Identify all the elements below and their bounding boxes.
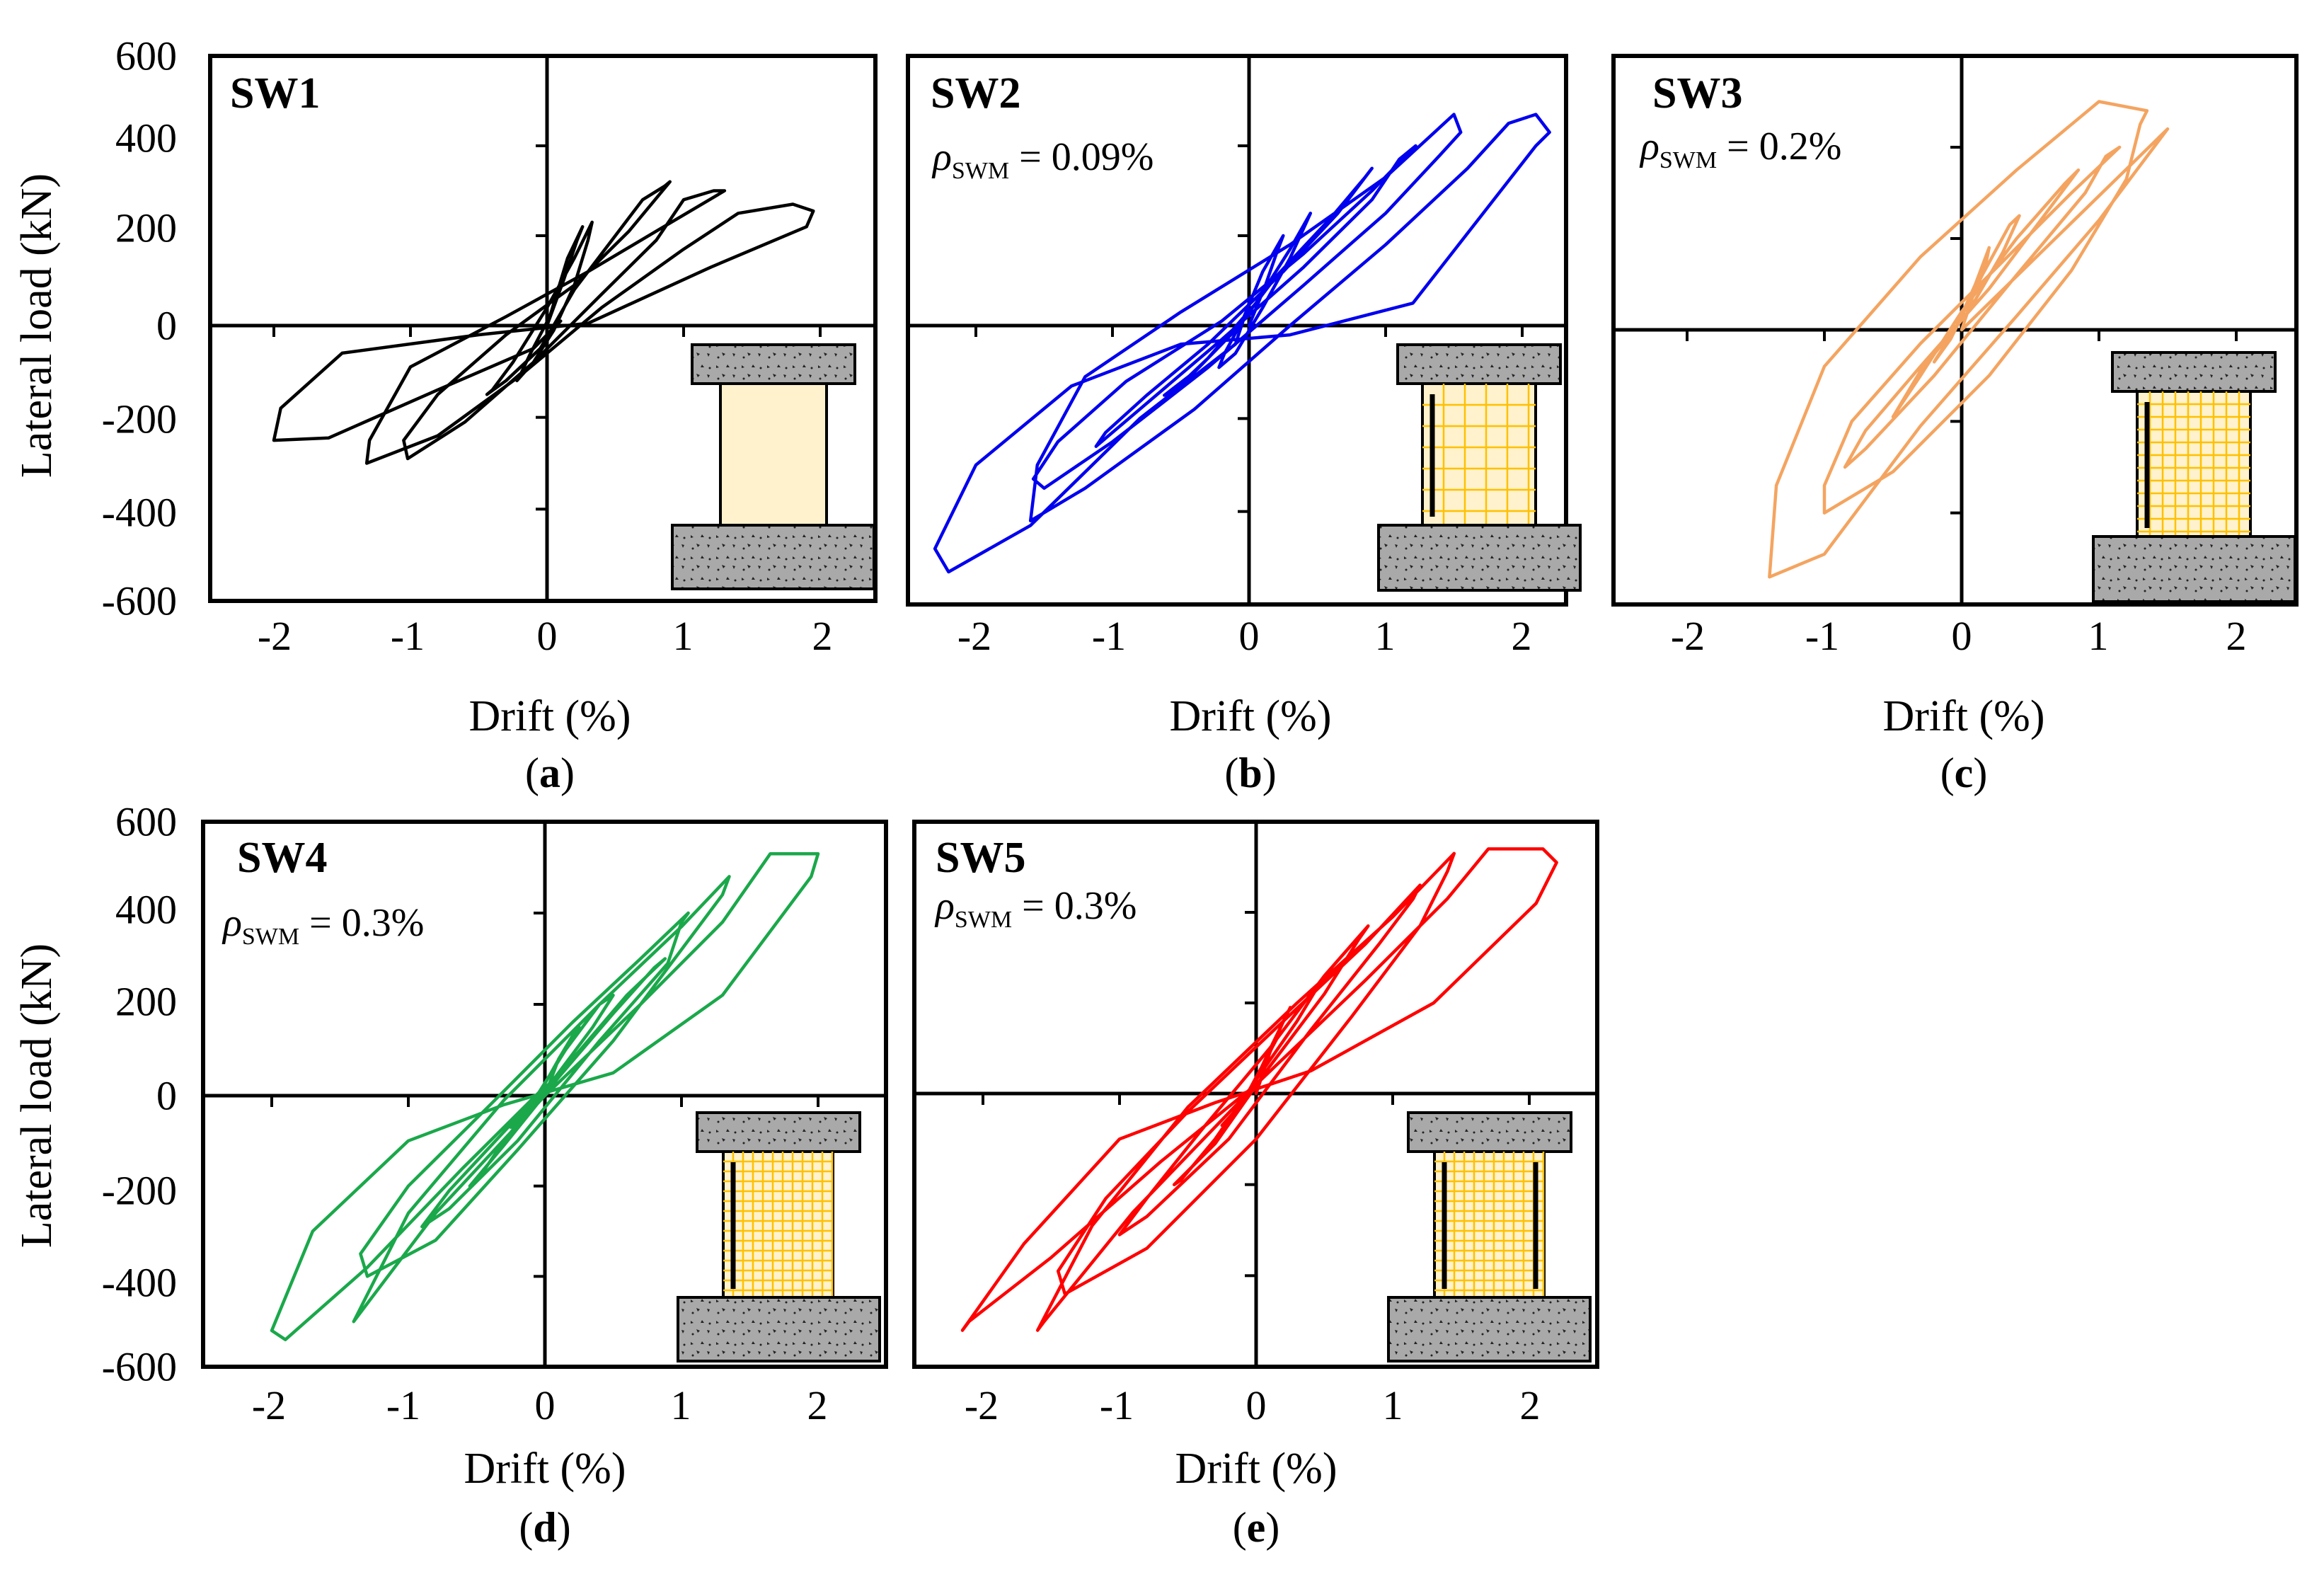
panel-d-x-axis-title: Drift (%) — [464, 1445, 626, 1493]
panel-d-y-tick-labels: 600 400 200 0 -200 -400 -600 — [102, 799, 177, 1390]
panel-d: SW4 ρSWM = 0.3% 600 400 200 0 -200 -400 … — [102, 799, 888, 1551]
y-tick-label: 600 — [115, 33, 177, 79]
panel-b: SW2 ρSWM = 0.09% -2 -1 0 1 2 Drift (%) (… — [906, 54, 1582, 796]
x-tick-label: 1 — [673, 613, 694, 659]
wall-panel — [722, 1150, 834, 1299]
specimen-dense-mesh-wall-d — [677, 1111, 881, 1362]
panel-c: SW3 ρSWM = 0.2% -2 -1 0 1 2 Drift (%) (c… — [1611, 54, 2299, 796]
x-tick-label: 2 — [807, 1382, 828, 1428]
y-tick-label: 0 — [156, 303, 177, 349]
panel-a-y-tick-labels: 600 400 200 0 -200 -400 -600 — [102, 33, 177, 624]
x-tick-label: 1 — [1383, 1382, 1403, 1428]
panel-a-title: SW1 — [230, 69, 320, 117]
y-tick-label: 0 — [156, 1073, 177, 1119]
panel-a-x-tick-labels: -2 -1 0 1 2 — [258, 613, 833, 659]
panel-a: SW1 600 400 200 0 -200 -400 -600 -2 -1 0… — [102, 33, 878, 796]
chart-e-plot — [914, 822, 1597, 1367]
x-tick-label: -2 — [965, 1382, 999, 1428]
x-tick-label: 1 — [2088, 613, 2109, 659]
panel-b-caption: (b) — [1224, 750, 1276, 796]
x-tick-label: 0 — [1239, 613, 1260, 659]
x-tick-label: 1 — [1375, 613, 1396, 659]
y-tick-label: 400 — [115, 887, 177, 933]
chart-c-plot — [1613, 56, 2296, 604]
panel-b-rho-label: ρSWM = 0.09% — [931, 135, 1154, 184]
x-tick-label: 2 — [1520, 1382, 1541, 1428]
x-tick-label: -1 — [391, 613, 425, 659]
panel-c-rho-label: ρSWM = 0.2% — [1639, 125, 1841, 173]
y-tick-label: -600 — [102, 578, 177, 624]
hysteresis-curve-c — [1768, 100, 2170, 579]
x-tick-label: -1 — [386, 1382, 420, 1428]
panel-e-title: SW5 — [936, 834, 1025, 882]
y-tick-label: -400 — [102, 490, 177, 536]
wall-panel — [2136, 390, 2252, 538]
panel-a-x-axis-title: Drift (%) — [469, 692, 631, 740]
panel-e-rho-label: ρSWM = 0.3% — [934, 884, 1137, 933]
specimen-medium-mesh-wall — [2092, 351, 2296, 603]
panel-a-caption: (a) — [525, 750, 575, 796]
wall-panel — [1433, 1150, 1546, 1299]
y-tick-label: 600 — [115, 799, 177, 845]
x-tick-label: 0 — [1246, 1382, 1267, 1428]
y-tick-label: -600 — [102, 1344, 177, 1390]
specimen-dense-mesh-wall-e — [1387, 1111, 1592, 1362]
x-tick-label: 2 — [1512, 613, 1532, 659]
hysteresis-curve-e — [960, 847, 1558, 1332]
x-tick-label: 0 — [535, 1382, 556, 1428]
x-tick-label: -2 — [1671, 613, 1705, 659]
hysteresis-curve-d — [270, 851, 820, 1341]
x-tick-label: 2 — [2226, 613, 2247, 659]
hysteresis-curve-a — [272, 180, 815, 465]
x-tick-label: 1 — [671, 1382, 691, 1428]
x-tick-label: -2 — [957, 613, 991, 659]
panel-b-x-tick-labels: -2 -1 0 1 2 — [957, 613, 1532, 659]
panel-d-title: SW4 — [237, 834, 327, 882]
x-tick-label: 2 — [812, 613, 833, 659]
panel-e: SW5 ρSWM = 0.3% -2 -1 0 1 2 Drift (%) (e… — [912, 820, 1599, 1551]
y-axis-title-bottom: Lateral load (kN) — [13, 943, 61, 1248]
y-tick-label: -400 — [102, 1260, 177, 1306]
panel-c-x-tick-labels: -2 -1 0 1 2 — [1671, 613, 2247, 659]
chart-a-plot — [210, 56, 875, 601]
panel-d-x-tick-labels: -2 -1 0 1 2 — [252, 1382, 828, 1428]
specimen-plain-wall — [671, 343, 875, 590]
panel-c-caption: (c) — [1940, 750, 1988, 796]
panel-d-rho-label: ρSWM = 0.3% — [222, 901, 424, 950]
panel-c-title: SW3 — [1652, 69, 1742, 117]
x-tick-label: -1 — [1092, 613, 1126, 659]
panel-b-x-axis-title: Drift (%) — [1170, 692, 1332, 740]
chart-d-plot — [203, 822, 886, 1367]
x-tick-label: -1 — [1805, 613, 1839, 659]
panel-d-caption: (d) — [519, 1504, 570, 1551]
y-tick-label: 200 — [115, 979, 177, 1025]
chart-b-plot — [908, 56, 1566, 604]
x-tick-label: -2 — [252, 1382, 286, 1428]
y-tick-label: -200 — [102, 1168, 177, 1214]
y-tick-label: -200 — [102, 396, 177, 442]
y-tick-label: 200 — [115, 205, 177, 251]
x-tick-label: 0 — [537, 613, 558, 659]
panel-e-x-tick-labels: -2 -1 0 1 2 — [965, 1382, 1541, 1428]
hysteresis-curve-b — [933, 113, 1551, 574]
x-tick-label: -2 — [258, 613, 292, 659]
panel-b-title: SW2 — [931, 69, 1020, 117]
x-tick-label: 0 — [1952, 613, 1972, 659]
panel-e-caption: (e) — [1233, 1504, 1280, 1551]
panel-e-x-axis-title: Drift (%) — [1175, 1445, 1338, 1493]
x-tick-label: -1 — [1100, 1382, 1134, 1428]
panel-c-x-axis-title: Drift (%) — [1883, 692, 2045, 740]
specimen-sparse-mesh-wall — [1377, 343, 1582, 592]
y-tick-label: 400 — [115, 115, 177, 161]
y-axis-title-top: Lateral load (kN) — [13, 173, 61, 478]
